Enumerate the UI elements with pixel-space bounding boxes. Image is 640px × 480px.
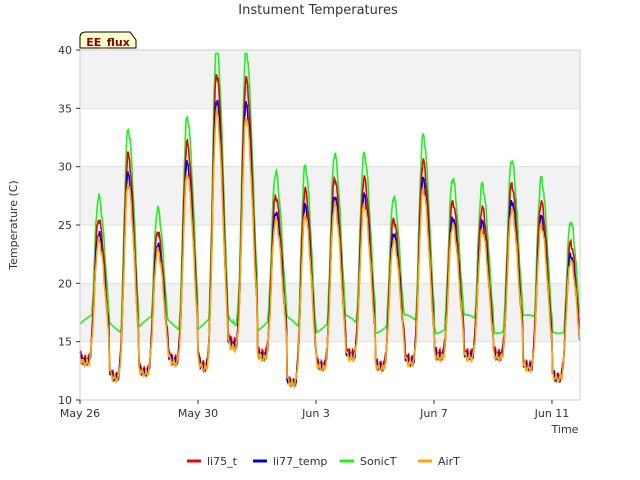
- series-line-AirT: [79, 108, 581, 390]
- x-tick-label: Jun 11: [534, 407, 570, 420]
- x-tick-label: May 30: [178, 407, 218, 420]
- y-tick-label: 15: [58, 336, 72, 349]
- badge-shape: [79, 31, 137, 49]
- background-band: [80, 50, 580, 109]
- y-tick-label: 30: [58, 161, 72, 174]
- y-tick-label: 25: [58, 219, 72, 232]
- x-tick-label: Jun 3: [301, 407, 330, 420]
- legend-label-li75_t: li75_t: [207, 455, 238, 468]
- y-axis-ticks: 10 15 20 25 30 35 40: [58, 44, 80, 407]
- background-bands: [80, 50, 580, 400]
- y-tick-label: 40: [58, 44, 72, 57]
- badge-label: EE_flux: [86, 36, 130, 49]
- x-axis-label: Time: [551, 423, 579, 436]
- legend-label-SonicT: SonicT: [360, 455, 397, 468]
- background-band: [80, 341, 580, 400]
- background-band: [80, 108, 580, 167]
- y-tick-label: 35: [58, 102, 72, 115]
- chart-title: Instument Temperatures: [238, 3, 398, 18]
- ee-flux-badge: EE_flux: [79, 31, 137, 49]
- x-tick-label: Jun 7: [419, 407, 448, 420]
- background-band: [80, 166, 580, 225]
- y-axis-label: Temperature (C): [7, 180, 20, 270]
- x-axis-ticks: May 26 May 30 Jun 3 Jun 7 Jun 11: [60, 400, 569, 420]
- legend-label-AirT: AirT: [438, 455, 460, 468]
- series-lines: [79, 52, 581, 390]
- y-tick-label: 20: [58, 277, 72, 290]
- legend-label-li77_temp: li77_temp: [273, 455, 327, 468]
- y-tick-label: 10: [58, 394, 72, 407]
- legend: li75_t li77_temp SonicT AirT: [187, 455, 460, 468]
- x-tick-label: May 26: [60, 407, 100, 420]
